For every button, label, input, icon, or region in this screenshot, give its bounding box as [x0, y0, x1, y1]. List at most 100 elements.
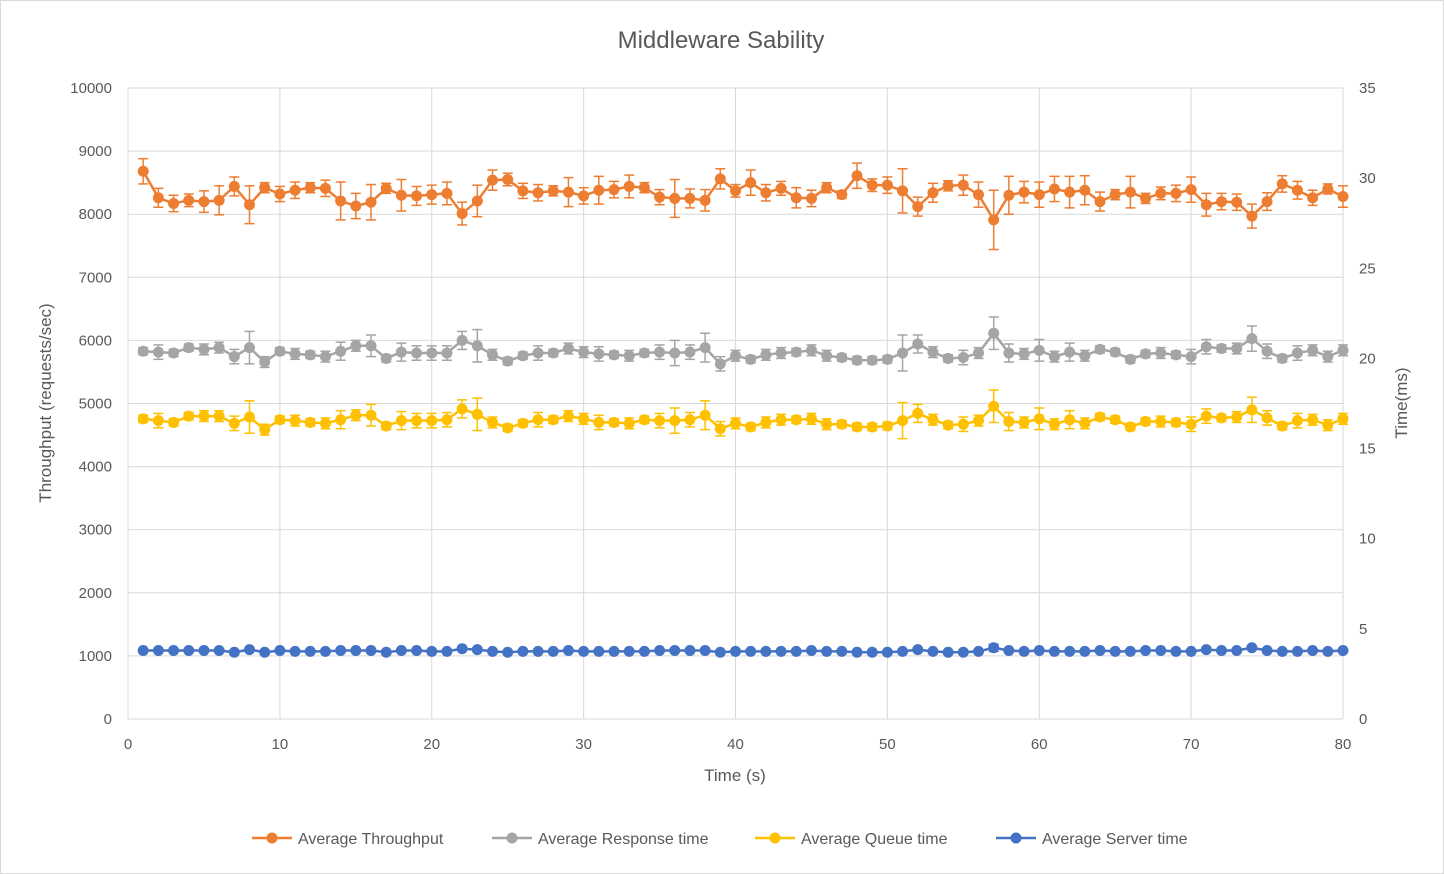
data-point [426, 347, 438, 359]
data-point [502, 422, 514, 434]
data-point [1322, 183, 1334, 195]
data-point [289, 184, 301, 196]
series-average-throughput [137, 157, 1349, 251]
data-point [1216, 412, 1227, 424]
data-point [684, 192, 696, 204]
data-point [1033, 189, 1045, 201]
data-point [1018, 186, 1030, 198]
left-tick-label: 0 [104, 711, 112, 728]
data-point [866, 354, 878, 366]
data-point [638, 645, 650, 657]
data-point [152, 192, 164, 204]
data-point [517, 417, 529, 429]
data-point [1018, 645, 1030, 657]
data-point [1200, 410, 1212, 422]
data-point [988, 214, 1000, 226]
data-point [927, 414, 939, 426]
data-point [441, 645, 453, 657]
data-point [1307, 414, 1319, 426]
data-point [1231, 343, 1243, 355]
data-point [897, 415, 909, 427]
data-point [1261, 644, 1273, 656]
data-point [578, 190, 590, 202]
data-point [365, 644, 377, 656]
data-point [1033, 413, 1045, 425]
data-point [319, 417, 331, 429]
data-point [547, 645, 559, 657]
data-point [790, 346, 802, 358]
data-point [304, 349, 316, 361]
right-tick-label: 15 [1359, 441, 1376, 458]
data-point [912, 407, 924, 419]
data-point [319, 645, 331, 657]
data-point [1124, 645, 1136, 657]
series-layer [137, 157, 1349, 658]
data-point [593, 416, 605, 428]
right-tick-label: 30 [1359, 170, 1376, 187]
data-point [1003, 189, 1015, 201]
data-point [198, 343, 210, 355]
data-point [973, 415, 984, 427]
data-point [942, 646, 954, 658]
data-point [593, 184, 605, 196]
data-point [1307, 644, 1319, 656]
data-point [335, 345, 347, 357]
data-point [578, 346, 590, 358]
data-point [654, 644, 666, 656]
left-tick-label: 7000 [79, 269, 112, 286]
data-point [456, 403, 468, 415]
data-point [228, 417, 240, 429]
data-point [714, 646, 726, 658]
data-point [669, 415, 681, 427]
data-point [1124, 353, 1136, 365]
data-point [213, 410, 225, 422]
data-point [1261, 345, 1273, 357]
data-point [669, 644, 681, 656]
data-point [380, 352, 392, 364]
right-tick-label: 35 [1359, 80, 1376, 97]
data-point [775, 414, 787, 426]
data-point [851, 421, 863, 433]
data-point [881, 179, 893, 191]
data-point [608, 645, 620, 657]
data-point [730, 645, 741, 657]
data-point [1216, 644, 1227, 656]
data-point [1337, 644, 1349, 656]
data-point [1185, 645, 1197, 657]
data-point [714, 173, 726, 185]
data-point [395, 189, 407, 201]
x-tick-label: 20 [423, 736, 440, 753]
x-tick-label: 40 [727, 736, 744, 753]
data-point [1170, 187, 1182, 199]
data-point [411, 415, 423, 427]
data-point [699, 409, 711, 421]
data-point [1291, 415, 1303, 427]
data-point [441, 187, 453, 199]
data-point [805, 344, 817, 356]
data-point [456, 208, 468, 220]
data-point [1291, 184, 1303, 196]
data-point [1170, 349, 1182, 361]
data-point [471, 408, 483, 420]
data-point [517, 645, 529, 657]
data-point [137, 644, 149, 656]
data-point [669, 192, 681, 204]
data-point [395, 346, 407, 358]
data-point [1261, 412, 1273, 424]
data-point [411, 644, 423, 656]
data-point [1200, 644, 1212, 656]
data-point [775, 182, 787, 194]
legend-label: Average Server time [1042, 831, 1188, 848]
data-point [274, 414, 286, 426]
data-point [760, 416, 772, 428]
data-point [1307, 192, 1319, 204]
data-point [760, 349, 772, 361]
data-point [1109, 346, 1121, 358]
data-point [274, 188, 286, 200]
data-point [1322, 351, 1334, 363]
data-point [988, 400, 1000, 412]
data-point [1109, 414, 1121, 426]
left-tick-label: 9000 [79, 143, 112, 160]
data-point [152, 644, 164, 656]
data-point [578, 645, 590, 657]
